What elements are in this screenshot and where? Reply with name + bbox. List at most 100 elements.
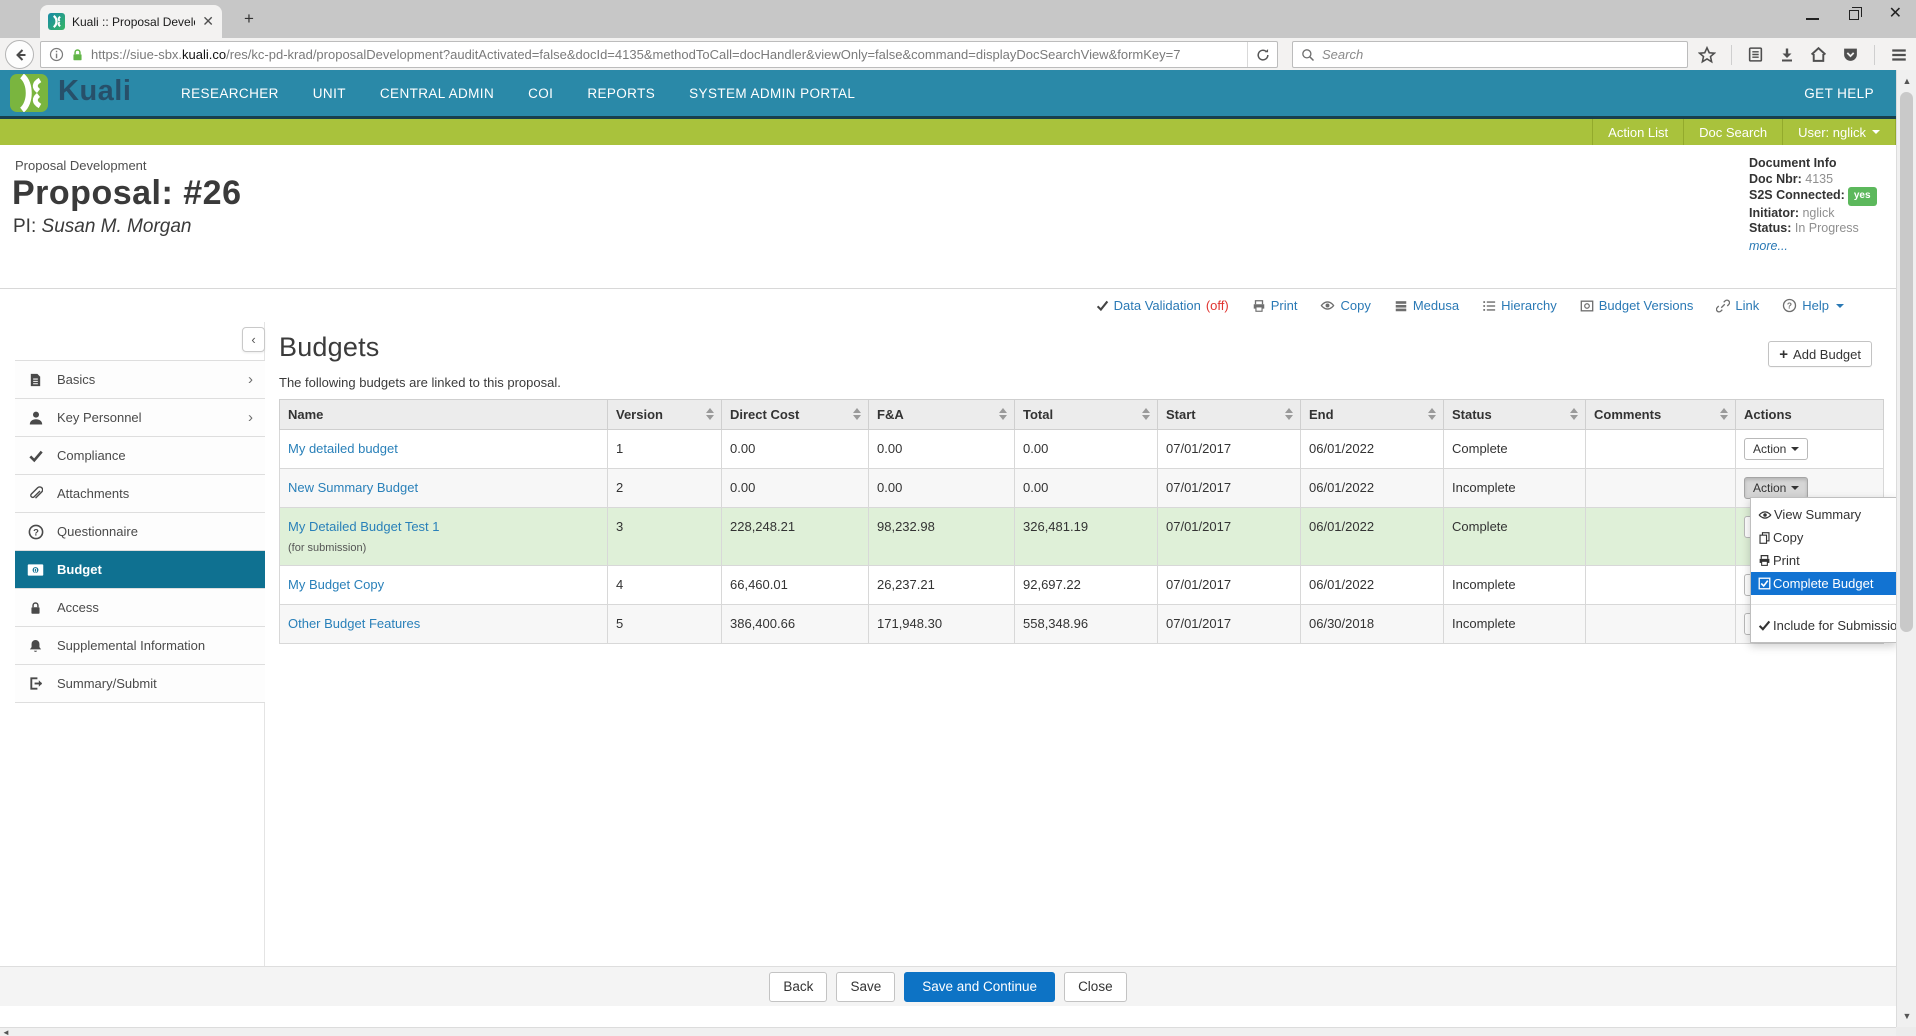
site-info-icon[interactable]	[49, 47, 64, 62]
window-restore-icon[interactable]	[1849, 10, 1859, 20]
budget-versions-link[interactable]: Budget Versions	[1580, 298, 1694, 313]
col-header-fa[interactable]: F&A	[869, 400, 1015, 430]
sidebar-item-summary-submit[interactable]: Summary/Submit	[15, 665, 265, 703]
home-icon[interactable]	[1810, 46, 1827, 63]
col-header-version[interactable]: Version	[608, 400, 722, 430]
browser-back-button[interactable]	[5, 40, 34, 69]
col-header-comments[interactable]: Comments	[1586, 400, 1736, 430]
user-icon	[27, 410, 44, 426]
address-bar[interactable]: https://siue-sbx.kuali.co/res/kc-pd-krad…	[40, 41, 1278, 68]
sidebar-collapse-button[interactable]: ‹	[242, 327, 265, 352]
nav-unit[interactable]: UNIT	[313, 86, 346, 101]
nav-researcher[interactable]: RESEARCHER	[181, 86, 279, 101]
menu-item-copy[interactable]: Copy	[1751, 526, 1896, 549]
nav-central-admin[interactable]: CENTRAL ADMIN	[380, 86, 494, 101]
horizontal-scrollbar[interactable]: ◄	[0, 1027, 1896, 1036]
col-header-start[interactable]: Start	[1158, 400, 1301, 430]
kuali-wordmark[interactable]: Kuali	[58, 75, 131, 108]
row-action-button-open[interactable]: Action	[1744, 477, 1808, 499]
sidebar-item-key-personnel[interactable]: Key Personnel ›	[15, 399, 265, 437]
nav-system-admin-portal[interactable]: SYSTEM ADMIN PORTAL	[689, 86, 855, 101]
tab-close-icon[interactable]: ✕	[202, 13, 214, 30]
menu-item-complete-budget[interactable]: Complete Budget	[1751, 572, 1896, 595]
help-menu[interactable]: ? Help	[1782, 298, 1844, 313]
data-validation-link[interactable]: Data Validation (off)	[1096, 298, 1229, 313]
vertical-scrollbar-thumb[interactable]	[1900, 92, 1913, 632]
col-header-direct-cost[interactable]: Direct Cost	[722, 400, 869, 430]
budget-name-link[interactable]: Other Budget Features	[288, 616, 420, 631]
action-list-link[interactable]: Action List	[1592, 119, 1683, 145]
library-icon[interactable]	[1747, 46, 1764, 63]
new-tab-button[interactable]: +	[236, 9, 262, 29]
budget-name-link[interactable]: New Summary Budget	[288, 480, 418, 495]
scroll-left-icon[interactable]: ◄	[2, 1028, 10, 1036]
browser-tab[interactable]: Kuali :: Proposal Developme ✕	[40, 5, 222, 38]
doc-search-link[interactable]: Doc Search	[1683, 119, 1782, 145]
nav-coi[interactable]: COI	[528, 86, 553, 101]
sidebar-item-basics[interactable]: Basics ›	[15, 361, 265, 399]
vertical-scrollbar[interactable]: ▲ ▼	[1896, 70, 1916, 1027]
back-button[interactable]: Back	[769, 972, 827, 1002]
https-lock-icon[interactable]	[71, 48, 84, 62]
kuali-favicon-icon	[48, 13, 65, 30]
link-link[interactable]: Link	[1716, 298, 1759, 313]
budget-name-link[interactable]: My Budget Copy	[288, 577, 384, 592]
sort-icon[interactable]	[1142, 408, 1150, 420]
sort-icon[interactable]	[1720, 408, 1728, 420]
page-toolbar: Data Validation (off) CopyPrint Copy Med…	[0, 288, 1896, 322]
sort-icon[interactable]	[1428, 408, 1436, 420]
scroll-up-icon[interactable]: ▲	[1897, 72, 1916, 90]
medusa-link[interactable]: Medusa	[1394, 298, 1459, 313]
menu-item-print[interactable]: Print	[1751, 549, 1896, 572]
row-action-button[interactable]: Action	[1744, 438, 1808, 460]
pocket-icon[interactable]	[1842, 46, 1859, 63]
chevron-right-icon: ›	[248, 371, 253, 388]
close-button[interactable]: Close	[1064, 972, 1127, 1002]
save-and-continue-button[interactable]: Save and Continue	[904, 972, 1055, 1002]
nav-reports[interactable]: REPORTS	[587, 86, 655, 101]
print-link[interactable]: CopyPrint	[1252, 298, 1298, 313]
sort-icon[interactable]	[1285, 408, 1293, 420]
budget-name-link[interactable]: My detailed budget	[288, 441, 398, 456]
col-header-total[interactable]: Total	[1015, 400, 1158, 430]
sidebar-item-supplemental-information[interactable]: Supplemental Information	[15, 627, 265, 665]
more-link[interactable]: more...	[1749, 239, 1899, 255]
sidebar-item-compliance[interactable]: Compliance	[15, 437, 265, 475]
sort-icon[interactable]	[706, 408, 714, 420]
bookmark-star-icon[interactable]	[1698, 46, 1716, 64]
search-bar[interactable]	[1292, 41, 1688, 68]
budgets-section: Budgets +Add Budget The following budget…	[279, 332, 1883, 644]
col-header-end[interactable]: End	[1301, 400, 1444, 430]
toolbar-divider	[1874, 45, 1875, 65]
portal-bar: Action List Doc Search User: nglick	[0, 119, 1916, 145]
kuali-logo-icon[interactable]	[10, 74, 48, 112]
add-budget-button[interactable]: +Add Budget	[1768, 341, 1872, 367]
menu-hamburger-icon[interactable]	[1890, 46, 1908, 64]
budget-name-link[interactable]: My Detailed Budget Test 1	[288, 519, 440, 534]
sort-icon[interactable]	[1570, 408, 1578, 420]
downloads-icon[interactable]	[1779, 47, 1795, 63]
user-menu[interactable]: User: nglick	[1782, 119, 1896, 145]
sidebar-item-access[interactable]: Access	[15, 589, 265, 627]
menu-item-view-summary[interactable]: View Summary	[1751, 503, 1896, 526]
search-input[interactable]	[1322, 47, 1679, 62]
sidebar-item-attachments[interactable]: Attachments	[15, 475, 265, 513]
sort-icon[interactable]	[853, 408, 861, 420]
window-minimize-icon[interactable]	[1806, 18, 1819, 20]
list-tree-icon	[1482, 299, 1496, 313]
browser-nav-toolbar: https://siue-sbx.kuali.co/res/kc-pd-krad…	[0, 38, 1916, 71]
reload-icon[interactable]	[1247, 42, 1277, 67]
hierarchy-link[interactable]: Hierarchy	[1482, 298, 1557, 313]
search-icon	[1301, 48, 1315, 62]
sort-icon[interactable]	[999, 408, 1007, 420]
window-close-icon[interactable]: ✕	[1889, 6, 1902, 22]
sidebar-item-budget[interactable]: 0 Budget	[15, 551, 265, 589]
copy-link[interactable]: Copy	[1320, 298, 1370, 313]
save-button[interactable]: Save	[836, 972, 895, 1002]
scroll-down-icon[interactable]: ▼	[1897, 1007, 1916, 1025]
get-help-link[interactable]: GET HELP	[1804, 70, 1874, 116]
col-header-status[interactable]: Status	[1444, 400, 1586, 430]
sidebar-item-questionnaire[interactable]: ? Questionnaire	[15, 513, 265, 551]
col-header-name[interactable]: Name	[280, 400, 608, 430]
menu-item-include-for-submission[interactable]: Include for Submission	[1751, 614, 1896, 637]
